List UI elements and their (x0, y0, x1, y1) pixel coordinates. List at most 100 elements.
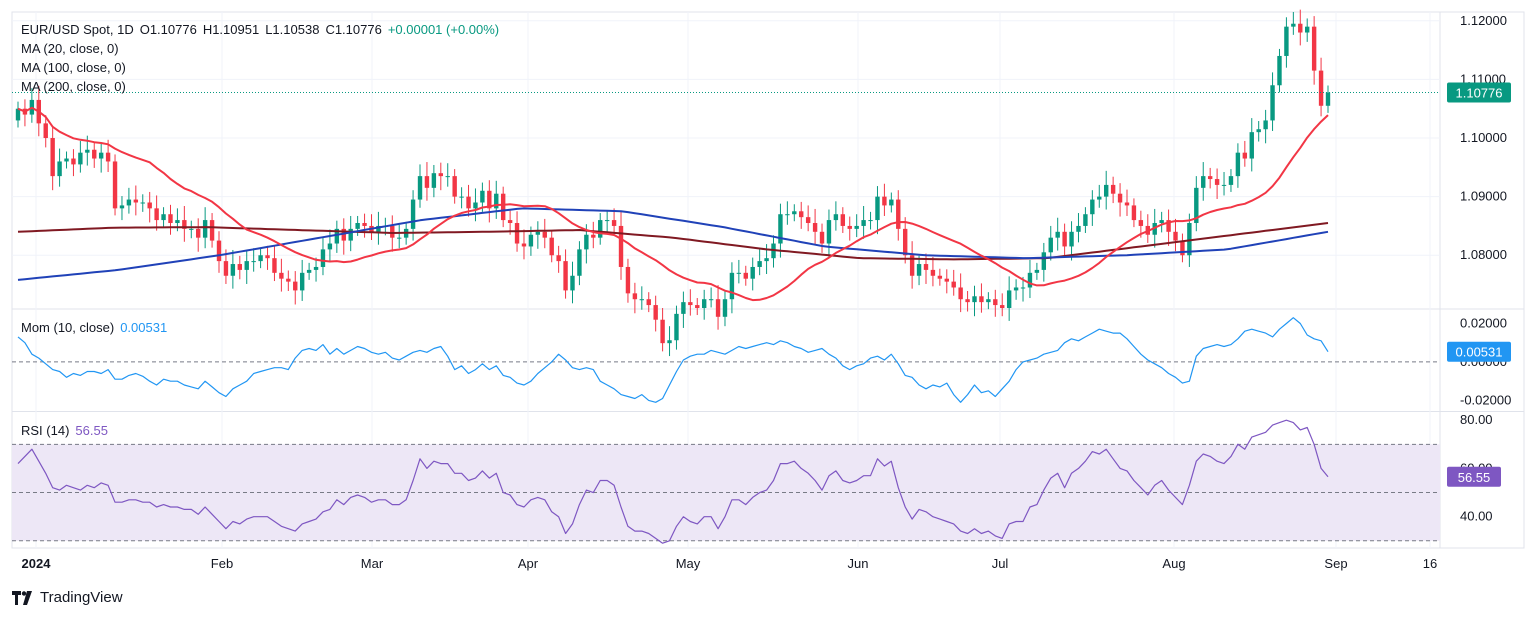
candle-body (445, 176, 450, 178)
candle-body (1013, 287, 1019, 291)
candle-body (258, 255, 263, 262)
ma100-legend[interactable]: MA (100, close, 0) (21, 60, 126, 75)
symbol-label[interactable]: EUR/USD Spot, 1D (21, 22, 134, 37)
candle-body (410, 199, 416, 229)
candle-body (480, 190, 485, 203)
candle-body (965, 299, 970, 303)
candle-body (1138, 220, 1144, 226)
candle-body (799, 211, 804, 218)
candle-body (64, 158, 69, 162)
candle-body (1201, 176, 1206, 188)
candle-body (140, 202, 145, 204)
high-value: H1.10951 (202, 22, 260, 37)
candle-body (563, 261, 568, 291)
candle-body (507, 220, 513, 224)
candle-body (646, 299, 651, 306)
candle-body (487, 190, 492, 209)
candle-body (882, 196, 887, 206)
chart-frame (11, 11, 1525, 549)
candle-body (1263, 120, 1268, 130)
candle-body (459, 196, 464, 198)
momentum-legend: Mom (10, close) 0.00531 (21, 318, 173, 337)
candle-body (1104, 184, 1109, 197)
momentum-value: 0.00531 (120, 320, 168, 335)
candle-body (1055, 231, 1060, 238)
candle-body (390, 225, 395, 238)
price-tick-label: 1.08000 (1460, 247, 1507, 262)
candle-body (1020, 287, 1026, 289)
candle-body (695, 305, 700, 308)
momentum-label[interactable]: Mom (10, close) (21, 320, 115, 335)
candle-body (133, 199, 139, 203)
candles (15, 9, 1331, 357)
candle-body (674, 313, 679, 341)
rsi-label[interactable]: RSI (14) (21, 423, 70, 438)
candle-body (1256, 129, 1261, 133)
candle-body (85, 149, 90, 153)
candle-body (653, 305, 658, 320)
candle-body (1041, 252, 1047, 270)
candle-body (812, 223, 818, 232)
candle-body (327, 243, 333, 250)
last-price-badge (1447, 82, 1511, 103)
date-tick-label: Jun (848, 556, 869, 571)
candle-body (570, 275, 575, 291)
candle-body (902, 228, 908, 256)
candle-body (244, 261, 249, 270)
candle-body (861, 220, 866, 226)
candle-body (126, 199, 132, 206)
candle-body (279, 272, 284, 279)
candle-body (591, 234, 596, 238)
ma200-legend[interactable]: MA (200, close, 0) (21, 79, 126, 94)
candle-body (660, 319, 665, 344)
candle-body (1207, 176, 1213, 180)
candle-body (986, 299, 991, 303)
candle-body (57, 161, 62, 177)
date-tick-label: Apr (518, 556, 539, 571)
candle-body (1311, 26, 1317, 71)
tradingview-brand[interactable]: TradingView (12, 589, 123, 606)
price-tick-label: 1.12000 (1460, 13, 1507, 28)
candle-body (1194, 187, 1199, 224)
candle-body (431, 173, 437, 188)
candle-body (147, 202, 152, 209)
candle-body (979, 296, 984, 303)
candle-body (688, 302, 693, 306)
date-tick-label: 16 (1423, 556, 1437, 571)
candle-body (355, 223, 360, 229)
candle-body (715, 299, 721, 317)
candle-body (792, 211, 797, 215)
candle-body (930, 269, 936, 276)
candle-body (847, 225, 852, 229)
momentum-tick-label: -0.02000 (1460, 392, 1511, 407)
momentum-tick-label: 0.02000 (1460, 315, 1507, 330)
candle-body (15, 108, 21, 121)
candle-body (708, 299, 714, 301)
candle-body (598, 220, 603, 238)
candle-body (424, 176, 430, 188)
candle-body (1284, 26, 1289, 56)
candle-body (1131, 205, 1137, 221)
candle-body (785, 214, 790, 216)
candle-body (119, 205, 125, 209)
candle-body (71, 158, 76, 165)
open-value: O1.10776 (139, 22, 197, 37)
candle-body (182, 220, 187, 229)
candle-body (1221, 184, 1227, 186)
candle-body (438, 173, 444, 177)
ma200-line (17, 222, 1329, 261)
change-value: +0.00001 (+0.00%) (387, 22, 500, 37)
candle-body (958, 287, 963, 300)
candle-body (1249, 132, 1254, 159)
ma20-legend[interactable]: MA (20, close, 0) (21, 41, 119, 56)
candle-body (112, 161, 118, 209)
candle-body (577, 249, 582, 276)
candle-body (376, 225, 381, 232)
candle-body (223, 261, 229, 276)
candle-body (168, 214, 173, 224)
candle-body (854, 225, 859, 229)
candle-body (348, 228, 353, 241)
price-legend: EUR/USD Spot, 1D O1.10776 H1.10951 L1.10538… (21, 20, 505, 96)
price-tick-label: 1.09000 (1460, 189, 1507, 204)
price-tick-label: 1.10000 (1460, 130, 1507, 145)
